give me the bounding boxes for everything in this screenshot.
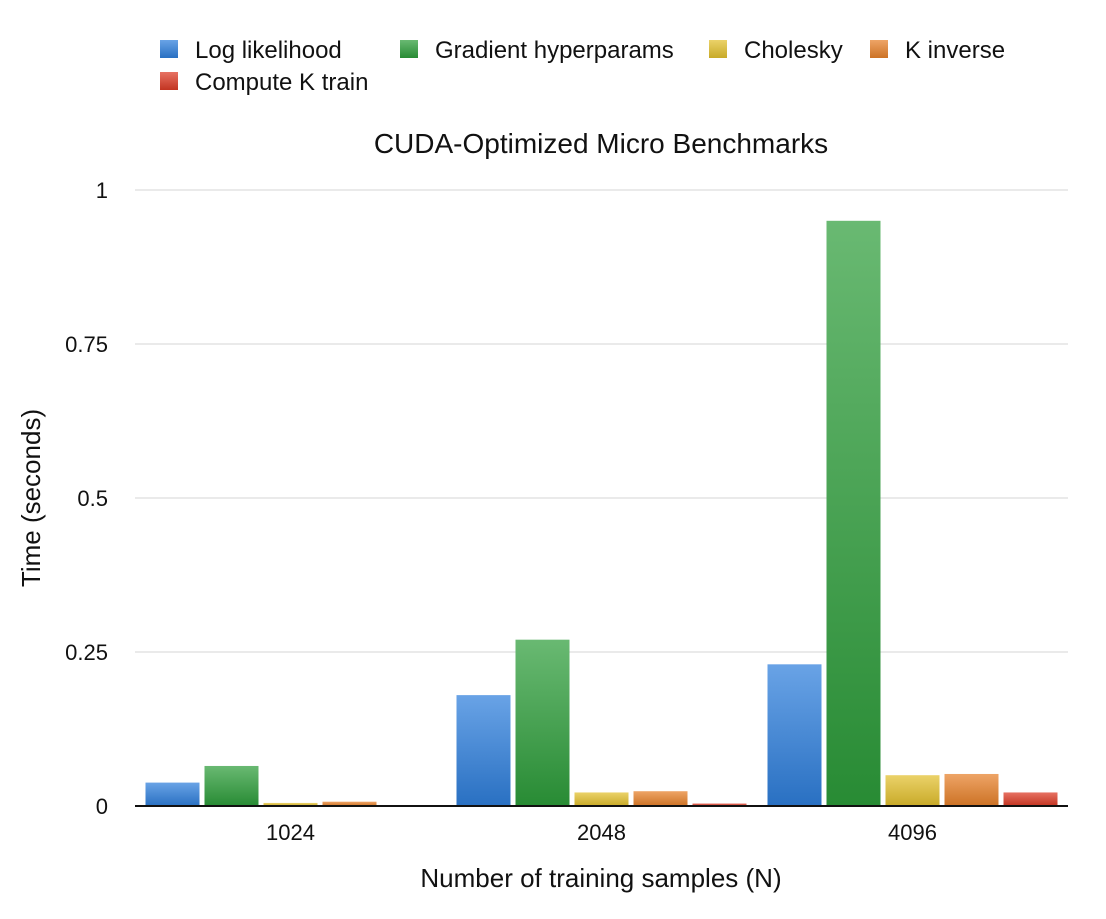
x-tick-label: 2048 — [577, 820, 626, 845]
legend-item-gradient-hyperparams: Gradient hyperparams — [400, 37, 674, 64]
bar-log-likelihood-4096 — [767, 664, 822, 806]
y-tick-label: 1 — [96, 178, 108, 203]
y-tick-label: 0.75 — [65, 332, 108, 357]
legend-item-log-likelihood: Log likelihood — [160, 37, 342, 64]
legend-swatch — [400, 40, 418, 58]
y-axis-ticks: 0 0.25 0.5 0.75 1 — [65, 178, 108, 819]
x-axis-ticks: 1024 2048 4096 — [266, 820, 937, 845]
legend-item-cholesky: Cholesky — [709, 37, 843, 64]
y-tick-label: 0.5 — [77, 486, 108, 511]
bar-gradient-hyperparams-1024 — [204, 765, 259, 806]
legend-label: Cholesky — [744, 37, 843, 64]
bar-k-inverse-1024 — [322, 801, 377, 806]
chart-title: CUDA-Optimized Micro Benchmarks — [374, 128, 828, 159]
legend-swatch — [870, 40, 888, 58]
y-axis-title: Time (seconds) — [16, 409, 46, 587]
y-tick-label: 0 — [96, 794, 108, 819]
legend-label: Gradient hyperparams — [435, 37, 674, 64]
bar-compute-k-train-2048 — [692, 803, 747, 806]
bar-k-inverse-4096 — [944, 773, 999, 806]
grid — [135, 189, 1068, 653]
bar-cholesky-2048 — [574, 792, 629, 806]
y-tick-label: 0.25 — [65, 640, 108, 665]
bars — [145, 220, 1058, 807]
bar-cholesky-1024 — [263, 802, 318, 806]
bar-log-likelihood-1024 — [145, 782, 200, 806]
legend-label: Log likelihood — [195, 37, 342, 64]
bar-k-inverse-2048 — [633, 791, 688, 806]
x-tick-label: 4096 — [888, 820, 937, 845]
x-tick-label: 1024 — [266, 820, 315, 845]
legend-swatch — [160, 40, 178, 58]
bar-log-likelihood-2048 — [456, 695, 511, 806]
legend: Log likelihood Gradient hyperparams Choles… — [160, 37, 1005, 96]
bar-compute-k-train-4096 — [1003, 792, 1058, 806]
bar-gradient-hyperparams-2048 — [515, 639, 570, 806]
legend-item-k-inverse: K inverse — [870, 37, 1005, 64]
legend-item-compute-k-train: Compute K train — [160, 69, 368, 96]
bar-cholesky-4096 — [885, 775, 940, 806]
legend-label: Compute K train — [195, 69, 368, 96]
x-axis-title: Number of training samples (N) — [420, 863, 781, 893]
legend-label: K inverse — [905, 37, 1005, 64]
legend-swatch — [709, 40, 727, 58]
legend-swatch — [160, 72, 178, 90]
bar-gradient-hyperparams-4096 — [826, 220, 881, 807]
